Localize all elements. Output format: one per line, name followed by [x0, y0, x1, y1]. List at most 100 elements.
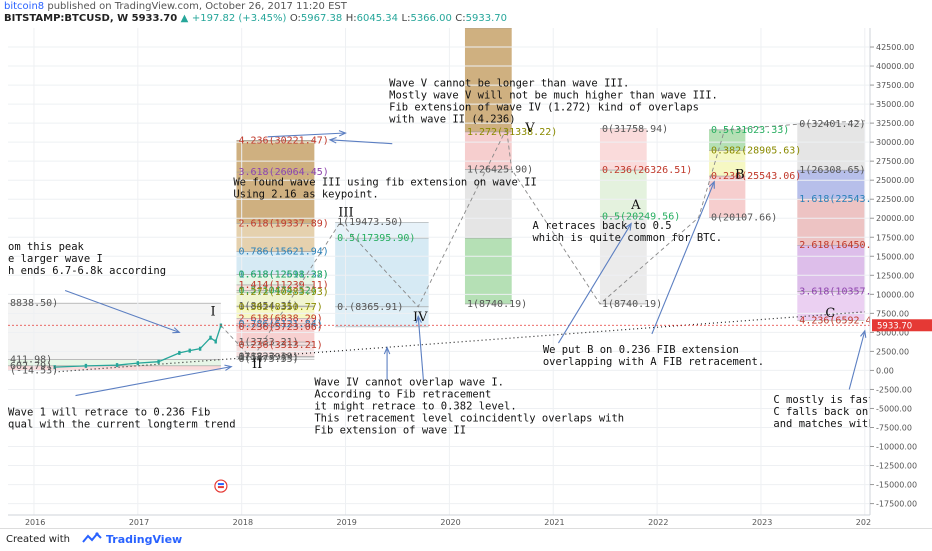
- fib-level-label: (-14.53): [10, 366, 58, 377]
- publish-text: published on TradingView.com, October 26…: [47, 1, 347, 12]
- annotation-line: According to Fib retracement: [314, 389, 491, 401]
- event-flag-stripe: [218, 483, 224, 485]
- price-tick-label: 10000.00: [876, 290, 914, 299]
- price-tick-label: 32500.00: [876, 119, 914, 128]
- price-tick-label: -2500.00: [876, 385, 912, 394]
- annotation-line: which is quite common for BTC.: [532, 232, 722, 244]
- annotation-line: Using 2.16 as keypoint.: [233, 189, 378, 201]
- wave-label: A: [630, 198, 641, 213]
- fib-level-label: 0.382(28905.63): [711, 145, 801, 156]
- wave-label: I: [211, 305, 216, 320]
- price-tick-label: 0.00: [876, 366, 894, 375]
- annotation-line: om this peak: [8, 241, 85, 253]
- tradingview-logo-icon: [81, 532, 103, 546]
- event-flag-stripe: [218, 486, 224, 488]
- price-tick-label: -15000.00: [876, 481, 917, 490]
- price-candle: [178, 351, 180, 355]
- annotation-line: We found wave III using fib extension on…: [233, 177, 536, 189]
- price-tick-label: 42500.00: [876, 43, 914, 52]
- fib-level-label: 1(8740.19): [467, 299, 527, 310]
- annotation-line: with wave II (4.236): [389, 114, 515, 126]
- open-label: O:: [290, 13, 301, 24]
- fib-level-label: 0.236(25543.06): [711, 171, 801, 182]
- fib-band: [335, 238, 428, 307]
- high-value: 6045.34: [357, 13, 398, 24]
- wave-label: IV: [413, 310, 428, 325]
- price-tick-label: 20000.00: [876, 214, 914, 223]
- fib-level-label: 0.5(31623.33): [711, 125, 789, 136]
- fib-level-label: 1(8740.19): [602, 299, 662, 310]
- annotation-line: h ends 6.7-6.8k according: [8, 265, 166, 277]
- fib-level-label: 0(1475.55): [238, 354, 298, 365]
- annotation-line: it might retrace to 0.382 level.: [314, 401, 516, 413]
- time-tick-label: 2017: [129, 518, 149, 527]
- symbol[interactable]: BITSTAMP:BTCUSD, W: [4, 13, 128, 24]
- time-tick-label: 2020: [440, 518, 460, 527]
- annotation-line: This retracement level coincidently over…: [314, 413, 624, 425]
- last-price-tag-label: 5933.70: [877, 321, 912, 331]
- annotation-line: qual with the current longterm trend: [8, 418, 236, 430]
- annotation-line: Wave 1 will retrace to 0.236 Fib: [8, 406, 210, 418]
- price-tick-label: 2500.00: [876, 347, 909, 356]
- fib-level-label: 8838.50): [10, 298, 58, 309]
- price-candle: [209, 336, 211, 340]
- close-label: C:: [455, 13, 465, 24]
- fib-band: [797, 199, 865, 245]
- time-tick-label: 2016: [25, 518, 45, 527]
- wave-label: II: [252, 357, 262, 372]
- annotation-line: Mostly wave V will not be much higher th…: [389, 90, 718, 102]
- fib-level-label: 0.236(3313.21): [238, 340, 322, 351]
- tradingview-brand[interactable]: TradingView: [106, 533, 182, 546]
- price-candle: [215, 340, 217, 344]
- fib-level-label: 1(26308.65): [799, 165, 865, 176]
- price-tick-label: -10000.00: [876, 443, 917, 452]
- price-tick-label: 35000.00: [876, 100, 914, 109]
- time-tick-label: 2022: [648, 518, 668, 527]
- price-tick-label: 30000.00: [876, 138, 914, 147]
- price-tick-label: -5000.00: [876, 404, 912, 413]
- high-label: H:: [346, 13, 357, 24]
- fib-level-label: 0(32401.42): [799, 119, 865, 130]
- annotation-arrow: [849, 331, 865, 390]
- price-candle: [116, 363, 118, 367]
- fib-level-label: 0.236(5723.06): [238, 322, 322, 333]
- fib-band: [600, 129, 647, 170]
- fib-level-label: 0(20107.66): [711, 212, 777, 223]
- annotation-line: Wave IV cannot overlap wave I.: [314, 377, 504, 389]
- annotation-line: e larger wave I: [8, 253, 103, 265]
- price-candle: [137, 361, 139, 365]
- annotation-arrow: [652, 182, 714, 334]
- price-tick-label: -12500.00: [876, 462, 917, 471]
- change-up-icon: ▲: [181, 13, 189, 24]
- annotation-line: We put B on 0.236 FIB extension: [543, 344, 739, 356]
- price-candle: [189, 349, 191, 353]
- fib-level-label: 0.382(8350.77): [238, 302, 322, 313]
- price-tick-label: 40000.00: [876, 62, 914, 71]
- fib-band: [797, 124, 865, 170]
- time-tick-label: 2023: [752, 518, 772, 527]
- price-tick-label: 22500.00: [876, 195, 914, 204]
- fib-level-label: 1.272(10283.93): [238, 287, 328, 298]
- price-chart[interactable]: 8838.50)411.98)602.79)(-14.53)4.236(3022…: [0, 28, 932, 528]
- fib-level-label: 2.618(19337.89): [238, 218, 328, 229]
- annotation-line: Wave V cannot be longer than wave III.: [389, 78, 629, 90]
- publish-info: bitcoin8 published on TradingView.com, O…: [4, 1, 347, 12]
- fib-level-label: 4.236(30221.47): [238, 135, 328, 146]
- price-tick-label: 7500.00: [876, 309, 909, 318]
- fib-level-label: 0.(8365.91): [337, 302, 403, 313]
- price-tick-label: -17500.00: [876, 500, 917, 509]
- price-candle: [157, 360, 159, 364]
- fib-level-label: 1.272(31338.22): [467, 127, 557, 138]
- fib-level-label: 0.236(26326.51): [602, 165, 692, 176]
- close-value: 5933.70: [466, 13, 507, 24]
- fib-level-label: 0.5(17395.90): [337, 233, 415, 244]
- fib-level-label: 1(26425.90): [467, 164, 533, 175]
- wave-label: B: [735, 168, 745, 183]
- footer: Created with TradingView: [0, 528, 932, 551]
- author-link[interactable]: bitcoin8: [4, 1, 44, 12]
- price-candle: [199, 347, 201, 351]
- open-value: 5967.38: [301, 13, 342, 24]
